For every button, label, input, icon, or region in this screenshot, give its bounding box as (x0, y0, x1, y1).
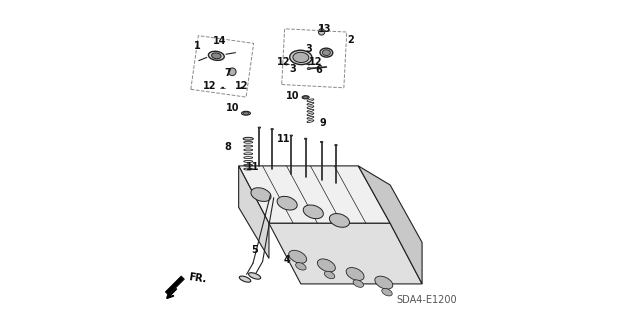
Polygon shape (165, 276, 184, 295)
Ellipse shape (212, 53, 221, 59)
Ellipse shape (290, 50, 312, 65)
Ellipse shape (353, 280, 364, 287)
Ellipse shape (375, 276, 393, 289)
Ellipse shape (221, 87, 223, 88)
Ellipse shape (289, 250, 307, 263)
Ellipse shape (346, 268, 364, 280)
Text: 2: 2 (347, 35, 354, 45)
Ellipse shape (251, 188, 271, 202)
Text: 11: 11 (276, 134, 290, 144)
Text: 12: 12 (276, 57, 290, 67)
Ellipse shape (239, 276, 251, 282)
Circle shape (228, 68, 236, 76)
Ellipse shape (293, 52, 309, 63)
Text: 4: 4 (283, 255, 290, 265)
Ellipse shape (335, 145, 337, 146)
Circle shape (319, 29, 324, 35)
Bar (282, 29, 347, 88)
Polygon shape (358, 166, 422, 284)
Ellipse shape (243, 137, 253, 140)
Text: 9: 9 (320, 118, 326, 128)
Ellipse shape (317, 259, 335, 272)
Text: 7: 7 (224, 68, 231, 78)
Text: 10: 10 (225, 103, 239, 114)
Text: 13: 13 (318, 24, 332, 34)
Ellipse shape (308, 64, 310, 65)
Text: 12: 12 (235, 81, 248, 91)
Text: 6: 6 (315, 65, 322, 75)
Text: 12: 12 (308, 57, 322, 67)
Ellipse shape (243, 112, 249, 115)
Text: SDA4-E1200: SDA4-E1200 (397, 295, 457, 305)
Ellipse shape (330, 213, 349, 227)
Text: 10: 10 (286, 91, 300, 101)
Text: 14: 14 (212, 36, 227, 47)
Ellipse shape (271, 129, 273, 130)
Ellipse shape (248, 273, 260, 279)
Text: FR.: FR. (188, 272, 207, 284)
Polygon shape (239, 166, 390, 223)
Ellipse shape (277, 196, 297, 210)
Ellipse shape (285, 64, 287, 65)
Text: 1: 1 (194, 41, 200, 51)
Ellipse shape (307, 68, 310, 70)
Bar (191, 36, 253, 97)
Ellipse shape (323, 50, 330, 56)
Ellipse shape (258, 127, 260, 128)
Ellipse shape (290, 135, 292, 136)
Text: 8: 8 (224, 142, 231, 152)
Ellipse shape (320, 48, 333, 57)
Ellipse shape (324, 271, 335, 279)
Text: 11: 11 (246, 162, 260, 173)
Ellipse shape (241, 111, 250, 115)
Polygon shape (269, 223, 422, 284)
Ellipse shape (209, 51, 224, 60)
Text: 5: 5 (252, 245, 258, 256)
Ellipse shape (305, 138, 307, 139)
Ellipse shape (303, 205, 323, 219)
Ellipse shape (320, 141, 323, 143)
Text: 12: 12 (203, 81, 217, 91)
Text: 3: 3 (289, 63, 296, 74)
Polygon shape (239, 166, 269, 258)
Ellipse shape (296, 263, 306, 270)
Ellipse shape (302, 96, 309, 99)
Ellipse shape (303, 96, 308, 99)
Text: 3: 3 (305, 44, 312, 55)
Ellipse shape (381, 288, 392, 296)
Ellipse shape (241, 87, 243, 88)
